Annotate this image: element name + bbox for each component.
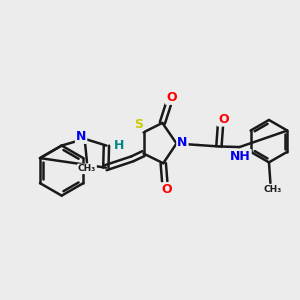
- Text: CH₃: CH₃: [78, 164, 96, 173]
- Text: N: N: [177, 136, 188, 148]
- Text: O: O: [166, 91, 176, 104]
- Text: NH: NH: [230, 150, 251, 163]
- Text: H: H: [114, 139, 124, 152]
- Text: CH₃: CH₃: [264, 185, 282, 194]
- Text: O: O: [162, 183, 172, 196]
- Text: N: N: [76, 130, 86, 143]
- Text: S: S: [134, 118, 143, 130]
- Text: O: O: [218, 112, 229, 126]
